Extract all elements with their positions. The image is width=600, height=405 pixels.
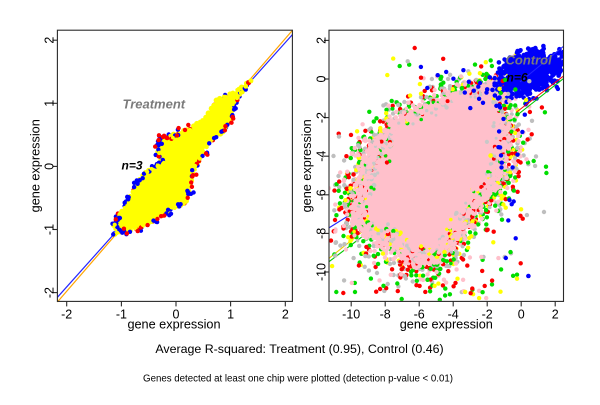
svg-text:gene expression: gene expression xyxy=(400,318,493,332)
svg-text:-2: -2 xyxy=(43,287,57,298)
svg-text:1: 1 xyxy=(43,100,57,107)
svg-text:0: 0 xyxy=(173,308,180,322)
svg-text:Control: Control xyxy=(506,53,553,68)
svg-text:gene expression: gene expression xyxy=(300,119,314,212)
svg-text:Treatment: Treatment xyxy=(123,97,186,112)
svg-text:n=3: n=3 xyxy=(122,159,143,173)
svg-text:-6: -6 xyxy=(315,189,329,200)
svg-text:-1: -1 xyxy=(116,308,127,322)
svg-text:-10: -10 xyxy=(315,263,329,281)
svg-text:0: 0 xyxy=(43,163,57,170)
svg-text:-2: -2 xyxy=(315,112,329,123)
svg-text:1: 1 xyxy=(227,308,234,322)
svg-text:-1: -1 xyxy=(43,224,57,235)
svg-text:-10: -10 xyxy=(342,308,360,322)
svg-text:-2: -2 xyxy=(61,308,72,322)
svg-text:-4: -4 xyxy=(315,151,329,162)
svg-text:gene expression: gene expression xyxy=(29,119,43,212)
svg-text:Average R-squared: Treatment (: Average R-squared: Treatment (0.95), Con… xyxy=(155,342,443,356)
svg-text:-2: -2 xyxy=(482,308,493,322)
svg-text:Genes detected at least one ch: Genes detected at least one chip were pl… xyxy=(143,374,453,385)
svg-text:2: 2 xyxy=(43,37,57,44)
svg-text:2: 2 xyxy=(315,37,329,44)
svg-text:-8: -8 xyxy=(380,308,391,322)
svg-text:gene expression: gene expression xyxy=(127,318,220,332)
svg-text:n=6: n=6 xyxy=(507,71,528,85)
svg-text:-6: -6 xyxy=(414,308,425,322)
svg-text:2: 2 xyxy=(552,308,559,322)
svg-text:0: 0 xyxy=(518,308,525,322)
svg-text:-4: -4 xyxy=(448,308,459,322)
svg-text:0: 0 xyxy=(315,75,329,82)
svg-text:-8: -8 xyxy=(315,228,329,239)
svg-text:2: 2 xyxy=(282,308,289,322)
